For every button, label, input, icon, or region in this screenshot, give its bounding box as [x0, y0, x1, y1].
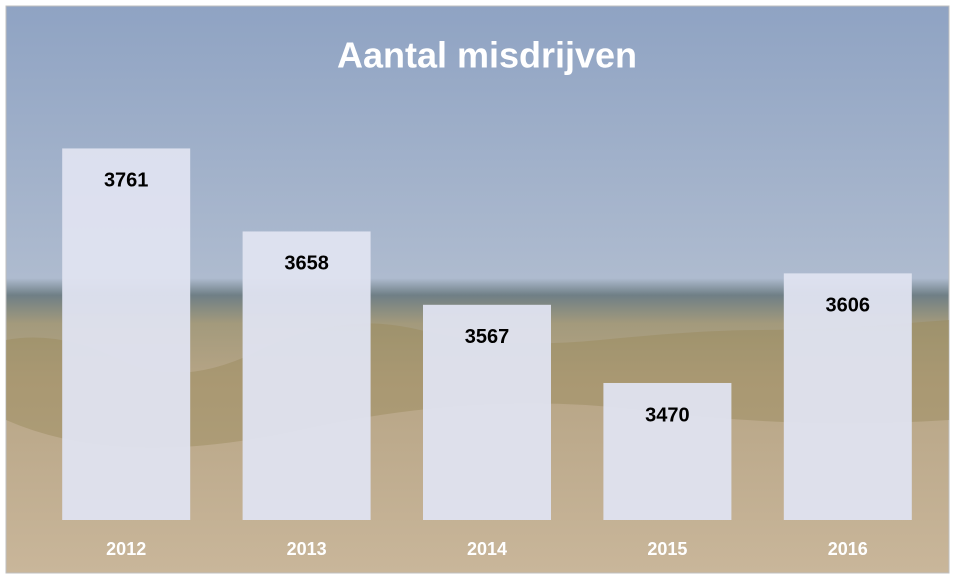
- data-label: 3606: [826, 295, 871, 317]
- bar: [62, 148, 191, 520]
- bar: [783, 273, 912, 520]
- bar: [423, 304, 551, 520]
- x-tick-label: 2012: [106, 539, 146, 559]
- data-label: 3658: [284, 253, 329, 275]
- x-tick-label: 2015: [647, 539, 687, 559]
- data-label: 3567: [465, 326, 510, 348]
- x-tick-label: 2014: [467, 539, 507, 559]
- x-tick-label: 2013: [287, 539, 327, 559]
- chart-title: Aantal misdrijven: [337, 35, 637, 76]
- bar: [242, 231, 371, 520]
- x-tick-label: 2016: [828, 539, 868, 559]
- bar: [603, 382, 732, 520]
- data-label: 3761: [104, 170, 149, 192]
- data-label: 3470: [645, 404, 690, 426]
